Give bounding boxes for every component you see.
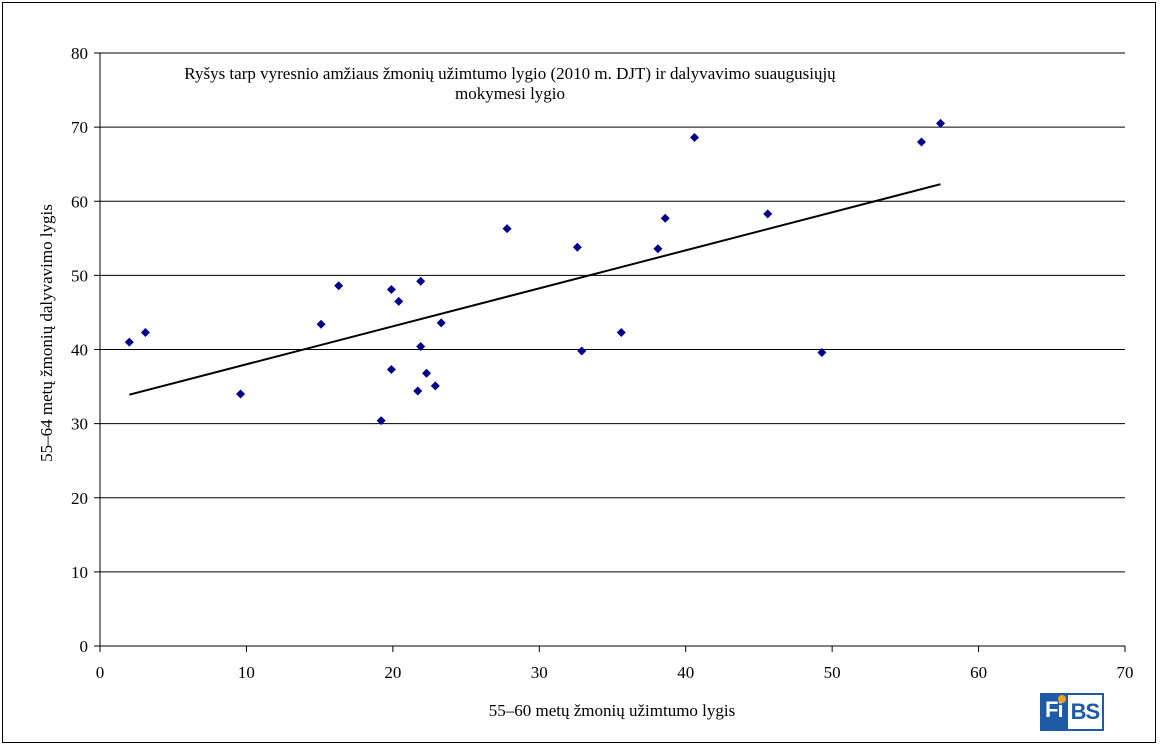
y-tick-label: 0 [80, 637, 89, 656]
data-point [430, 381, 440, 391]
y-axis-label: 55–64 metų žmonių dalyvavimo lygis [37, 204, 56, 462]
y-tick-label: 40 [71, 341, 88, 360]
data-point [616, 327, 626, 337]
data-point [124, 337, 134, 347]
y-tick-label: 30 [71, 415, 88, 434]
data-point [763, 209, 773, 219]
data-point [572, 242, 582, 252]
data-point [236, 389, 246, 399]
data-point [394, 296, 404, 306]
data-point [502, 224, 512, 234]
logo-part-bs: BS [1065, 693, 1105, 731]
data-point [916, 137, 926, 147]
data-point [577, 346, 587, 356]
x-tick-label: 10 [238, 663, 255, 682]
data-point [653, 244, 663, 254]
fibs-logo: Fi BS [1040, 693, 1105, 731]
data-point [660, 213, 670, 223]
y-tick-label: 60 [71, 192, 88, 211]
y-tick-label: 70 [71, 118, 88, 137]
data-point [936, 118, 945, 128]
data-point [316, 319, 326, 329]
data-point [416, 342, 426, 352]
x-tick-label: 20 [384, 663, 401, 682]
y-tick-label: 80 [71, 44, 88, 63]
y-tick-label: 50 [71, 266, 88, 285]
data-point [386, 365, 396, 375]
x-tick-label: 70 [1117, 663, 1134, 682]
x-tick-label: 50 [824, 663, 841, 682]
data-point [422, 368, 432, 378]
data-point [386, 284, 396, 294]
chart-title: Ryšys tarp vyresnio amžiaus žmonių užimt… [184, 64, 836, 103]
x-tick-label: 40 [677, 663, 694, 682]
x-axis-label: 55–60 metų žmonių užimtumo lygis [488, 701, 736, 720]
y-tick-label: 20 [71, 489, 88, 508]
x-tick-label: 30 [531, 663, 548, 682]
y-tick-label: 10 [71, 563, 88, 582]
data-point [413, 386, 423, 396]
data-point [817, 347, 827, 357]
trendline [129, 183, 941, 396]
data-point [416, 276, 426, 286]
data-point [376, 416, 386, 426]
data-point [334, 281, 344, 291]
data-point [690, 133, 699, 143]
x-tick-label: 60 [970, 663, 987, 682]
data-point [436, 318, 446, 328]
logo-dot-icon [1058, 695, 1066, 703]
data-point [140, 327, 150, 337]
x-tick-label: 0 [96, 663, 105, 682]
